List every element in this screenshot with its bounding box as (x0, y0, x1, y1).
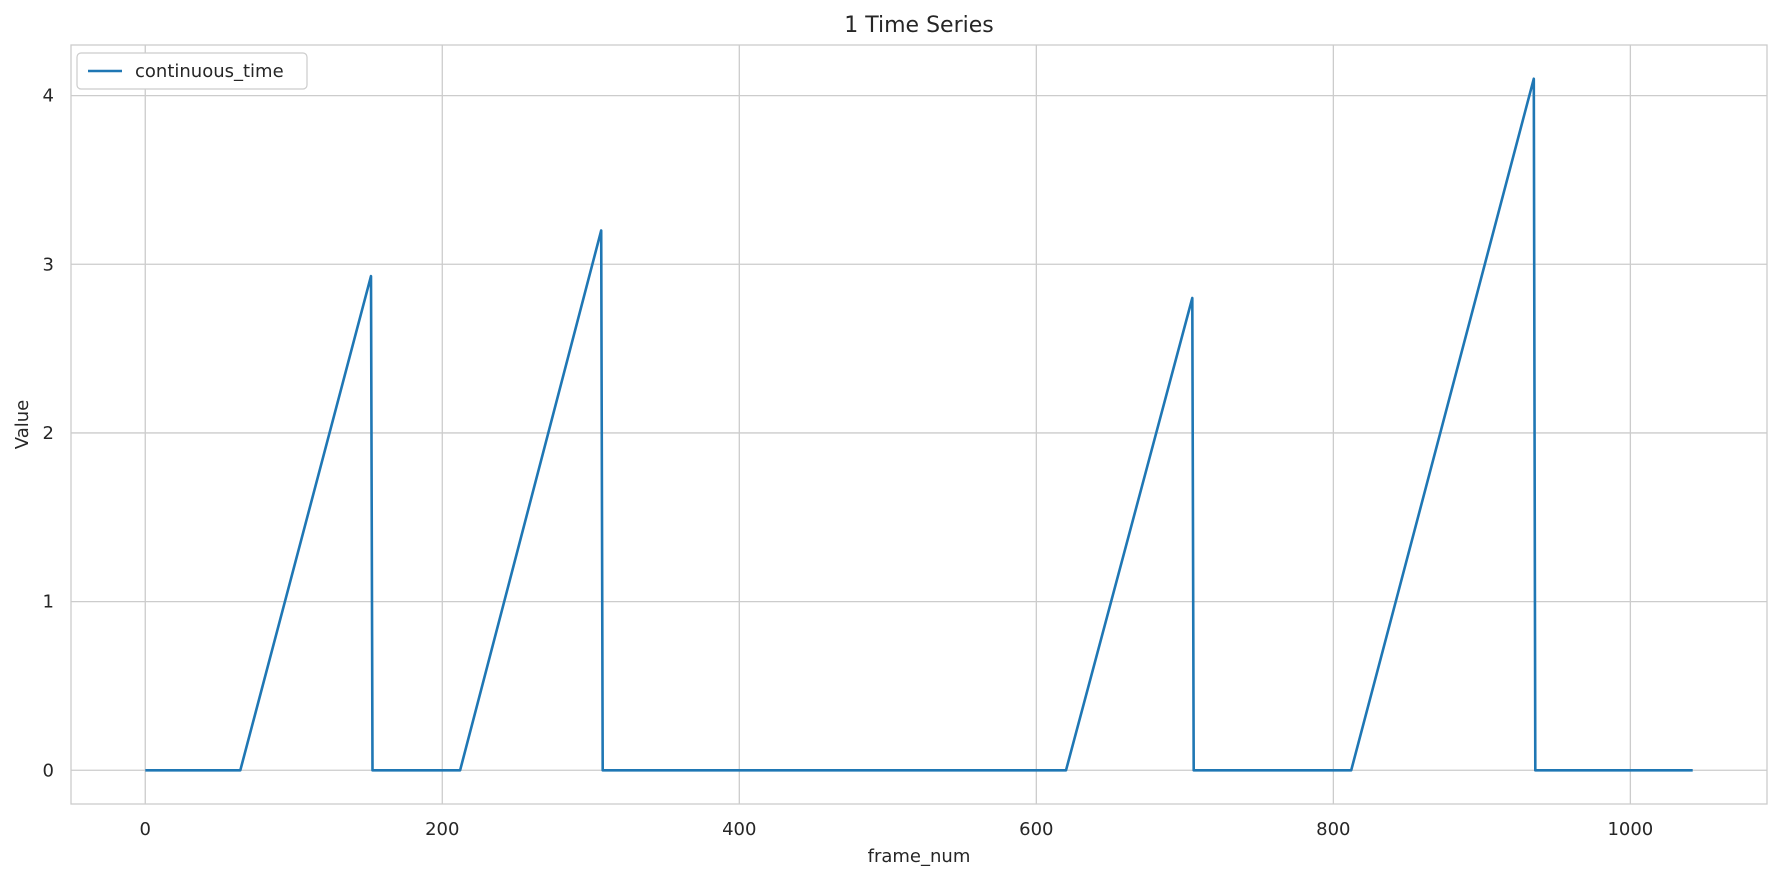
series-line (145, 77, 1693, 772)
y-tick-label: 2 (43, 423, 54, 444)
x-tick-label: 600 (1019, 819, 1053, 840)
x-tick-labels: 0 200 400 600 800 1000 (140, 819, 1654, 840)
y-tick-label: 1 (43, 592, 54, 613)
x-tick-label: 400 (722, 819, 756, 840)
y-tick-label: 0 (43, 760, 54, 781)
x-tick-label: 1000 (1607, 819, 1653, 840)
legend: continuous_time (76, 52, 308, 90)
x-tick-label: 200 (425, 819, 459, 840)
legend-label-continuous-time: continuous_time (135, 61, 284, 82)
x-axis-label: frame_num (868, 846, 971, 867)
y-axis-label: Value (12, 400, 33, 449)
legend-box (76, 52, 308, 90)
y-tick-label: 4 (43, 86, 54, 107)
y-tick-labels: 0 1 2 3 4 (43, 86, 54, 782)
y-tick-label: 3 (43, 254, 54, 275)
chart-title: 1 Time Series (844, 13, 993, 38)
plot-frame (70, 44, 1768, 805)
series-layer (145, 77, 1693, 772)
x-tick-label: 0 (140, 819, 151, 840)
x-tick-label: 800 (1316, 819, 1350, 840)
